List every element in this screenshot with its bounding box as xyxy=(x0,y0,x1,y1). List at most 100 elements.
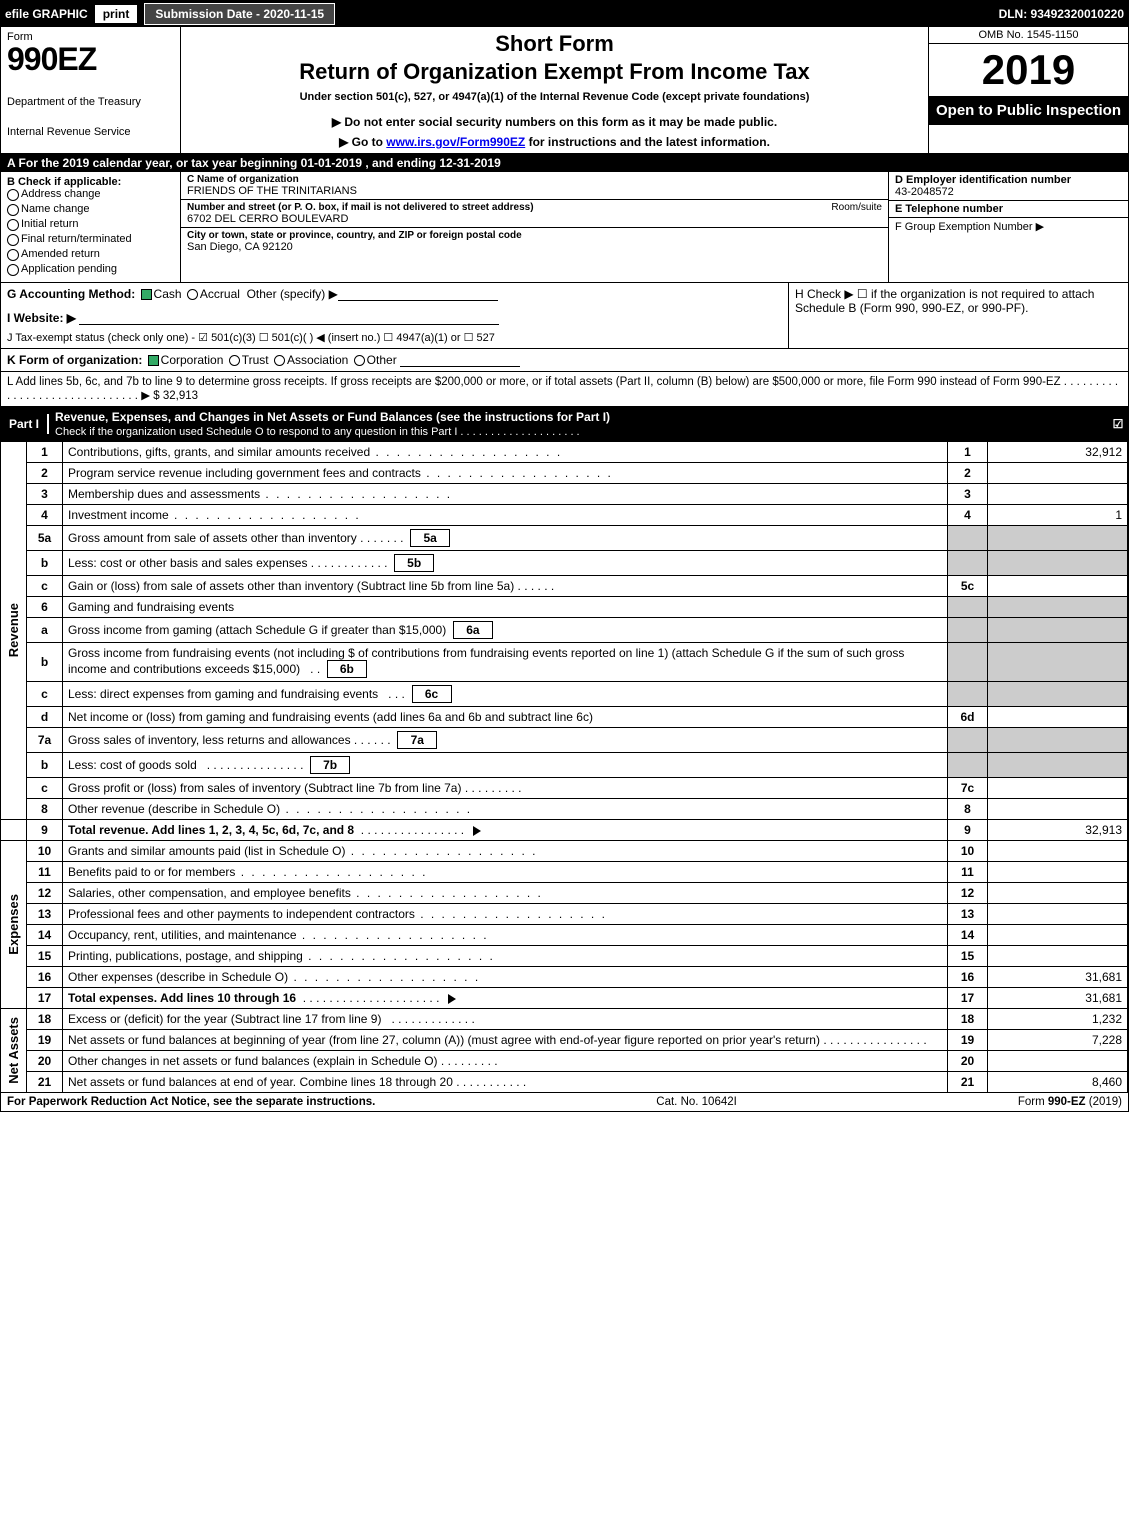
form-header: Form 990EZ Department of the Treasury In… xyxy=(1,27,1128,154)
side-netassets: Net Assets xyxy=(6,1017,21,1084)
top-bar: efile GRAPHIC print Submission Date - 20… xyxy=(1,1,1128,27)
d-1: Contributions, gifts, grants, and simila… xyxy=(68,445,370,459)
irs-link[interactable]: www.irs.gov/Form990EZ xyxy=(386,135,525,149)
g-accrual: Accrual xyxy=(200,287,240,301)
a-3 xyxy=(988,484,1128,505)
chk-initial-return[interactable]: Initial return xyxy=(7,218,174,230)
arrow-icon xyxy=(473,826,481,836)
footer-right: Form 990-EZ (2019) xyxy=(1018,1096,1122,1108)
part-i-title: Revenue, Expenses, and Changes in Net As… xyxy=(55,410,610,424)
j-tax-exempt: J Tax-exempt status (check only one) - ☑… xyxy=(7,331,782,344)
part-i-tag: Part I xyxy=(1,414,49,434)
n-16: 16 xyxy=(948,967,988,988)
g-cash: Cash xyxy=(154,287,182,301)
omb-number: OMB No. 1545-1150 xyxy=(929,27,1128,44)
sn-6a: 6a xyxy=(453,621,493,639)
chk-trust[interactable] xyxy=(229,355,240,366)
n-14: 14 xyxy=(948,925,988,946)
chk-address-change[interactable]: Address change xyxy=(7,188,174,200)
d-11: Benefits paid to or for members xyxy=(68,865,235,879)
chk-name-change[interactable]: Name change xyxy=(7,203,174,215)
d-4: Investment income xyxy=(68,508,169,522)
chk-accrual[interactable] xyxy=(187,289,198,300)
tax-year: 2019 xyxy=(929,44,1128,96)
header-left: Form 990EZ Department of the Treasury In… xyxy=(1,27,181,153)
row-l: L Add lines 5b, 6c, and 7b to line 9 to … xyxy=(1,372,1128,407)
sn-5b: 5b xyxy=(394,554,434,572)
header-center: Short Form Return of Organization Exempt… xyxy=(181,27,928,153)
a-2 xyxy=(988,463,1128,484)
part-i-check[interactable]: ☑ xyxy=(1108,417,1128,431)
print-button[interactable]: print xyxy=(94,4,139,24)
n-4: 4 xyxy=(948,505,988,526)
n-15: 15 xyxy=(948,946,988,967)
h-schedule-b: H Check ▶ ☐ if the organization is not r… xyxy=(788,283,1128,348)
a-10 xyxy=(988,841,1128,862)
k-label: K Form of organization: xyxy=(7,353,142,367)
sn-6c: 6c xyxy=(412,685,452,703)
chk-other-org[interactable] xyxy=(354,355,365,366)
i-website-label: I Website: ▶ xyxy=(7,311,76,325)
d-6a: Gross income from gaming (attach Schedul… xyxy=(68,623,446,637)
block-b-through-f: B Check if applicable: Address change Na… xyxy=(1,172,1128,283)
k-other: Other xyxy=(367,353,397,367)
sn-7a: 7a xyxy=(397,731,437,749)
n-18: 18 xyxy=(948,1009,988,1030)
org-name: FRIENDS OF THE TRINITARIANS xyxy=(187,185,882,197)
chk-cash[interactable] xyxy=(141,289,152,300)
g-other-line[interactable] xyxy=(338,289,498,301)
k-trust: Trust xyxy=(242,353,269,367)
submission-date-button[interactable]: Submission Date - 2020-11-15 xyxy=(144,3,335,25)
sn-7b: 7b xyxy=(310,756,350,774)
sn-5a: 5a xyxy=(410,529,450,547)
k-assoc: Association xyxy=(287,353,348,367)
website-line[interactable] xyxy=(79,313,499,325)
d-6: Gaming and fundraising events xyxy=(63,597,948,618)
g-other: Other (specify) ▶ xyxy=(247,287,338,301)
a-16: 31,681 xyxy=(988,967,1128,988)
return-title: Return of Organization Exempt From Incom… xyxy=(187,59,922,85)
k-other-line[interactable] xyxy=(400,355,520,367)
a-8 xyxy=(988,799,1128,820)
f-group-label: F Group Exemption Number ▶ xyxy=(895,220,1122,233)
n-10: 10 xyxy=(948,841,988,862)
row-k: K Form of organization: Corporation Trus… xyxy=(1,349,1128,372)
d-21: Net assets or fund balances at end of ye… xyxy=(68,1075,453,1089)
n-19: 19 xyxy=(948,1030,988,1051)
d-6b: Gross income from fundraising events (no… xyxy=(68,646,904,676)
k-corp: Corporation xyxy=(161,353,224,367)
side-revenue: Revenue xyxy=(6,603,21,657)
a-5c xyxy=(988,576,1128,597)
side-expenses: Expenses xyxy=(6,894,21,955)
ln-1: 1 xyxy=(27,442,63,463)
d-16: Other expenses (describe in Schedule O) xyxy=(68,970,288,984)
chk-amended-return[interactable]: Amended return xyxy=(7,248,174,260)
d-12: Salaries, other compensation, and employ… xyxy=(68,886,351,900)
short-form-title: Short Form xyxy=(187,31,922,57)
page-footer: For Paperwork Reduction Act Notice, see … xyxy=(1,1093,1128,1111)
a-1: 32,912 xyxy=(988,442,1128,463)
n-21: 21 xyxy=(948,1072,988,1093)
ssn-warning: ▶ Do not enter social security numbers o… xyxy=(187,115,922,129)
chk-corporation[interactable] xyxy=(148,355,159,366)
d-8: Other revenue (describe in Schedule O) xyxy=(68,802,280,816)
n-11: 11 xyxy=(948,862,988,883)
a-18: 1,232 xyxy=(988,1009,1128,1030)
d-19: Net assets or fund balances at beginning… xyxy=(68,1033,820,1047)
public-inspection: Open to Public Inspection xyxy=(929,96,1128,125)
tax-period: A For the 2019 calendar year, or tax yea… xyxy=(1,154,1128,172)
sn-6b: 6b xyxy=(327,660,367,678)
org-street: 6702 DEL CERRO BOULEVARD xyxy=(187,213,882,225)
n-9: 9 xyxy=(948,820,988,841)
chk-final-return[interactable]: Final return/terminated xyxy=(7,233,174,245)
row-g-h: G Accounting Method: Cash Accrual Other … xyxy=(1,283,1128,349)
chk-application-pending[interactable]: Application pending xyxy=(7,263,174,275)
n-17: 17 xyxy=(948,988,988,1009)
n-3: 3 xyxy=(948,484,988,505)
part-i-table: Revenue 1 Contributions, gifts, grants, … xyxy=(1,441,1128,1093)
org-city: San Diego, CA 92120 xyxy=(187,241,882,253)
n-5c: 5c xyxy=(948,576,988,597)
d-10: Grants and similar amounts paid (list in… xyxy=(68,844,345,858)
d-14: Occupancy, rent, utilities, and maintena… xyxy=(68,928,297,942)
chk-association[interactable] xyxy=(274,355,285,366)
